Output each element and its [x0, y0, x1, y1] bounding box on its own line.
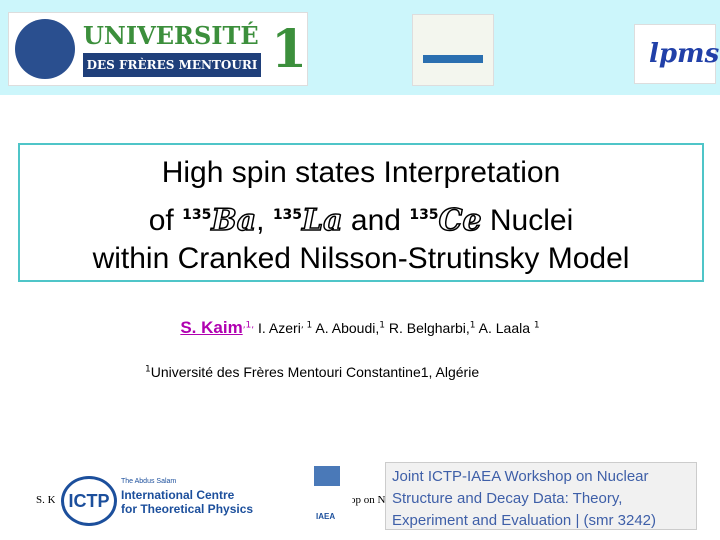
title-text: of: [148, 204, 183, 237]
title-text: High spin states Interpretation: [161, 156, 561, 189]
workshop-box: Joint ICTP-IAEA Workshop on Nuclear Stru…: [385, 462, 697, 530]
mass-number: 135: [409, 207, 439, 223]
author: A. Laala: [478, 320, 531, 336]
element: La: [301, 202, 343, 239]
author: I. Azeri: [258, 320, 301, 336]
title-box: High spin states Interpretation of 135Ba…: [18, 143, 704, 282]
ictp-line: The Abdus Salam: [121, 478, 177, 485]
unesco-mark: [314, 466, 340, 486]
mass-number: 135: [272, 207, 303, 223]
ictp-logo: ICTP The Abdus Salam International Centr…: [55, 470, 265, 526]
title-text: and: [342, 204, 410, 237]
department-logo: [412, 14, 494, 86]
university-subtitle: DES FRÈRES MENTOURI: [83, 53, 261, 77]
author: R. Belgharbi,: [388, 320, 470, 336]
ictp-line: International Centre: [121, 488, 235, 502]
title-text: Nuclei: [481, 204, 574, 237]
lab-name: lpms: [649, 39, 720, 69]
iaea-label: IAEA: [316, 512, 336, 521]
authors: S. Kaim,1, I. Azeri, 1 A. Aboudi,1 R. Be…: [0, 318, 720, 338]
affiliation: 1Université des Frères Mentouri Constant…: [145, 364, 479, 380]
ictp-line: for Theoretical Physics: [121, 502, 254, 516]
author-sup: , 1: [300, 320, 313, 331]
lab-logo: lpms: [634, 24, 720, 84]
title-line: within Cranked Nilsson-Strutinsky Model: [20, 237, 702, 280]
affiliation-text: Université des Frères Mentouri Constanti…: [150, 364, 480, 380]
author-sup: 1: [533, 320, 540, 331]
author-sup: 1: [469, 320, 476, 331]
department-stripe: [423, 55, 483, 63]
university-name: UNIVERSITÉ: [83, 21, 259, 50]
element: Ba: [211, 202, 257, 239]
footer-left: S. K: [36, 494, 56, 506]
mass-number: 135: [182, 207, 212, 223]
author-sup: ,1,: [242, 320, 255, 331]
university-number: 1: [271, 19, 308, 80]
author: A. Aboudi,: [315, 320, 380, 336]
ictp-mark: ICTP: [61, 476, 117, 526]
unesco-iaea-logo: IAEA: [302, 462, 352, 532]
university-logo: UNIVERSITÉ DES FRÈRES MENTOURI 1: [8, 12, 308, 86]
author-sup: 1: [379, 320, 385, 331]
element: Ce: [438, 202, 482, 239]
title-line: of 135Ba, 135La and 135Ce Nuclei: [20, 194, 702, 242]
affiliation-sup: 1: [145, 364, 151, 375]
title-text: ,: [256, 204, 273, 237]
title-text: within Cranked Nilsson-Strutinsky Model: [92, 242, 630, 275]
title-line: High spin states Interpretation: [20, 151, 702, 194]
footer-right: op on N: [350, 494, 386, 506]
presenter: S. Kaim: [180, 318, 243, 337]
seal: [15, 19, 75, 79]
